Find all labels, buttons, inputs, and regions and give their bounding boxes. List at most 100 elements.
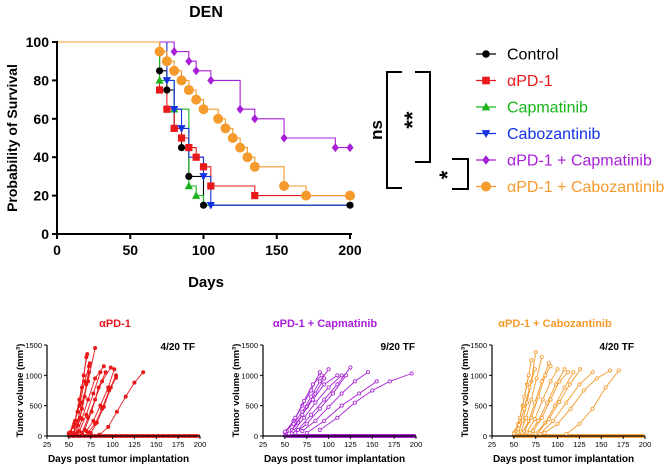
growth-point xyxy=(302,415,307,420)
legend-label-pd-1-cabozantinib: αPD-1 + Cabozantinib xyxy=(507,179,664,196)
growth-point xyxy=(309,412,314,417)
legend: Control αPD-1 Capmatinib Cabozantinib αPD-1 … xyxy=(476,47,664,196)
growth-point xyxy=(546,361,551,366)
survival-marker-pd-1 xyxy=(185,144,193,152)
growth-point xyxy=(304,421,309,426)
growth-point xyxy=(317,427,322,432)
sig-label-ns: ns xyxy=(367,120,386,140)
significance-brackets: ns*** xyxy=(367,71,469,190)
x-tick-label: 50 xyxy=(122,242,138,258)
growth-point xyxy=(357,391,362,396)
survival-marker-pd-1-capmatinib xyxy=(207,75,215,85)
growth-point xyxy=(532,417,537,422)
growth-point xyxy=(335,373,340,378)
growth-point xyxy=(616,368,621,373)
growth-point xyxy=(108,385,113,390)
legend-label-control: Control xyxy=(507,47,559,64)
growth-point xyxy=(527,385,532,390)
survival-marker-pd-1-cabozantinib xyxy=(235,142,246,153)
growth-point xyxy=(551,418,556,423)
survival-marker-pd-1 xyxy=(155,86,164,94)
growth-point xyxy=(300,429,305,434)
panel-y-label: Tumor volume (mm³) xyxy=(15,344,26,438)
growth-curve xyxy=(544,370,611,434)
growth-point xyxy=(546,417,551,422)
growth-curve xyxy=(84,372,106,431)
growth-point xyxy=(548,379,553,384)
survival-marker-control xyxy=(346,201,354,209)
panel-y-tick-label: 0 xyxy=(254,432,258,441)
survival-marker-pd-1-cabozantinib xyxy=(161,56,172,67)
survival-marker-pd-1-capmatinib xyxy=(331,143,339,153)
growth-point xyxy=(533,350,538,355)
panel-x-tick-label: 125 xyxy=(344,440,357,449)
growth-point xyxy=(522,406,527,411)
panel-y-tick-label: 1500 xyxy=(241,341,258,350)
panel-y-tick-label: 1000 xyxy=(470,371,487,380)
panel-x-tick-label: 25 xyxy=(43,440,51,449)
growth-point xyxy=(577,382,582,387)
survival-marker-pd-1-cabozantinib xyxy=(279,181,290,191)
survival-marker-pd-1-cabozantinib xyxy=(169,65,180,76)
growth-point xyxy=(562,367,567,372)
survival-marker-pd-1 xyxy=(251,192,259,200)
growth-point xyxy=(543,373,548,378)
survival-marker-cabozantinib xyxy=(199,173,208,181)
panel-annotation: 4/20 TF xyxy=(600,342,634,353)
growth-point xyxy=(114,409,119,414)
growth-point xyxy=(103,370,108,375)
legend-marker-control xyxy=(482,50,490,58)
panel-x-tick-label: 100 xyxy=(106,440,119,449)
panel-x-tick-label: 125 xyxy=(573,440,586,449)
panel-x-tick-label: 25 xyxy=(488,440,496,449)
growth-point xyxy=(309,394,314,399)
survival-marker-pd-1-capmatinib xyxy=(346,143,354,153)
panel-x-tick-label: 50 xyxy=(281,440,289,449)
panel-y-label: Tumor volume (mm³) xyxy=(460,344,471,438)
growth-point xyxy=(85,352,90,357)
panel-x-label: Days post tumor implantation xyxy=(48,454,189,465)
growth-point xyxy=(317,379,322,384)
growth-point xyxy=(300,412,305,417)
growth-point xyxy=(564,432,569,437)
growth-point xyxy=(527,430,532,435)
growth-curve xyxy=(99,372,144,436)
chart-title: DEN xyxy=(189,4,223,21)
legend-label-cabozantinib: Cabozantinib xyxy=(507,126,601,143)
growth-point xyxy=(71,430,76,435)
growth-point xyxy=(322,376,327,381)
survival-marker-pd-1-capmatinib xyxy=(236,104,244,114)
growth-point xyxy=(590,406,595,411)
growth-point xyxy=(293,430,298,435)
growth-point xyxy=(540,397,545,402)
growth-point xyxy=(335,415,340,420)
growth-point xyxy=(98,370,103,375)
growth-point xyxy=(93,346,98,351)
panel-y-tick-label: 1500 xyxy=(470,341,487,350)
growth-point xyxy=(524,415,529,420)
panel-x-tick-label: 125 xyxy=(128,440,141,449)
growth-point xyxy=(114,375,119,380)
growth-point xyxy=(89,409,94,414)
growth-point xyxy=(287,431,292,436)
y-tick-label: 20 xyxy=(33,188,49,204)
growth-point xyxy=(317,370,322,375)
survival-marker-pd-1-cabozantinib xyxy=(183,85,194,95)
growth-point xyxy=(348,365,353,370)
legend-marker-pd-1-cabozantinib xyxy=(481,181,491,192)
panel-x-tick-label: 75 xyxy=(532,440,540,449)
growth-point xyxy=(520,418,525,423)
x-tick-label: 0 xyxy=(53,242,61,258)
growth-point xyxy=(374,379,379,384)
growth-point xyxy=(539,415,544,420)
growth-point xyxy=(529,397,534,402)
panel-x-tick-label: 175 xyxy=(172,440,185,449)
y-tick-label: 40 xyxy=(33,149,49,165)
panel-title: αPD-1 xyxy=(99,318,131,330)
y-tick-label: 100 xyxy=(26,34,50,50)
y-tick-label: 80 xyxy=(33,72,49,88)
survival-marker-pd-1-cabozantinib xyxy=(154,46,165,57)
growth-point xyxy=(313,400,318,405)
bracket-double-star xyxy=(415,71,431,163)
x-tick-label: 200 xyxy=(338,242,362,258)
